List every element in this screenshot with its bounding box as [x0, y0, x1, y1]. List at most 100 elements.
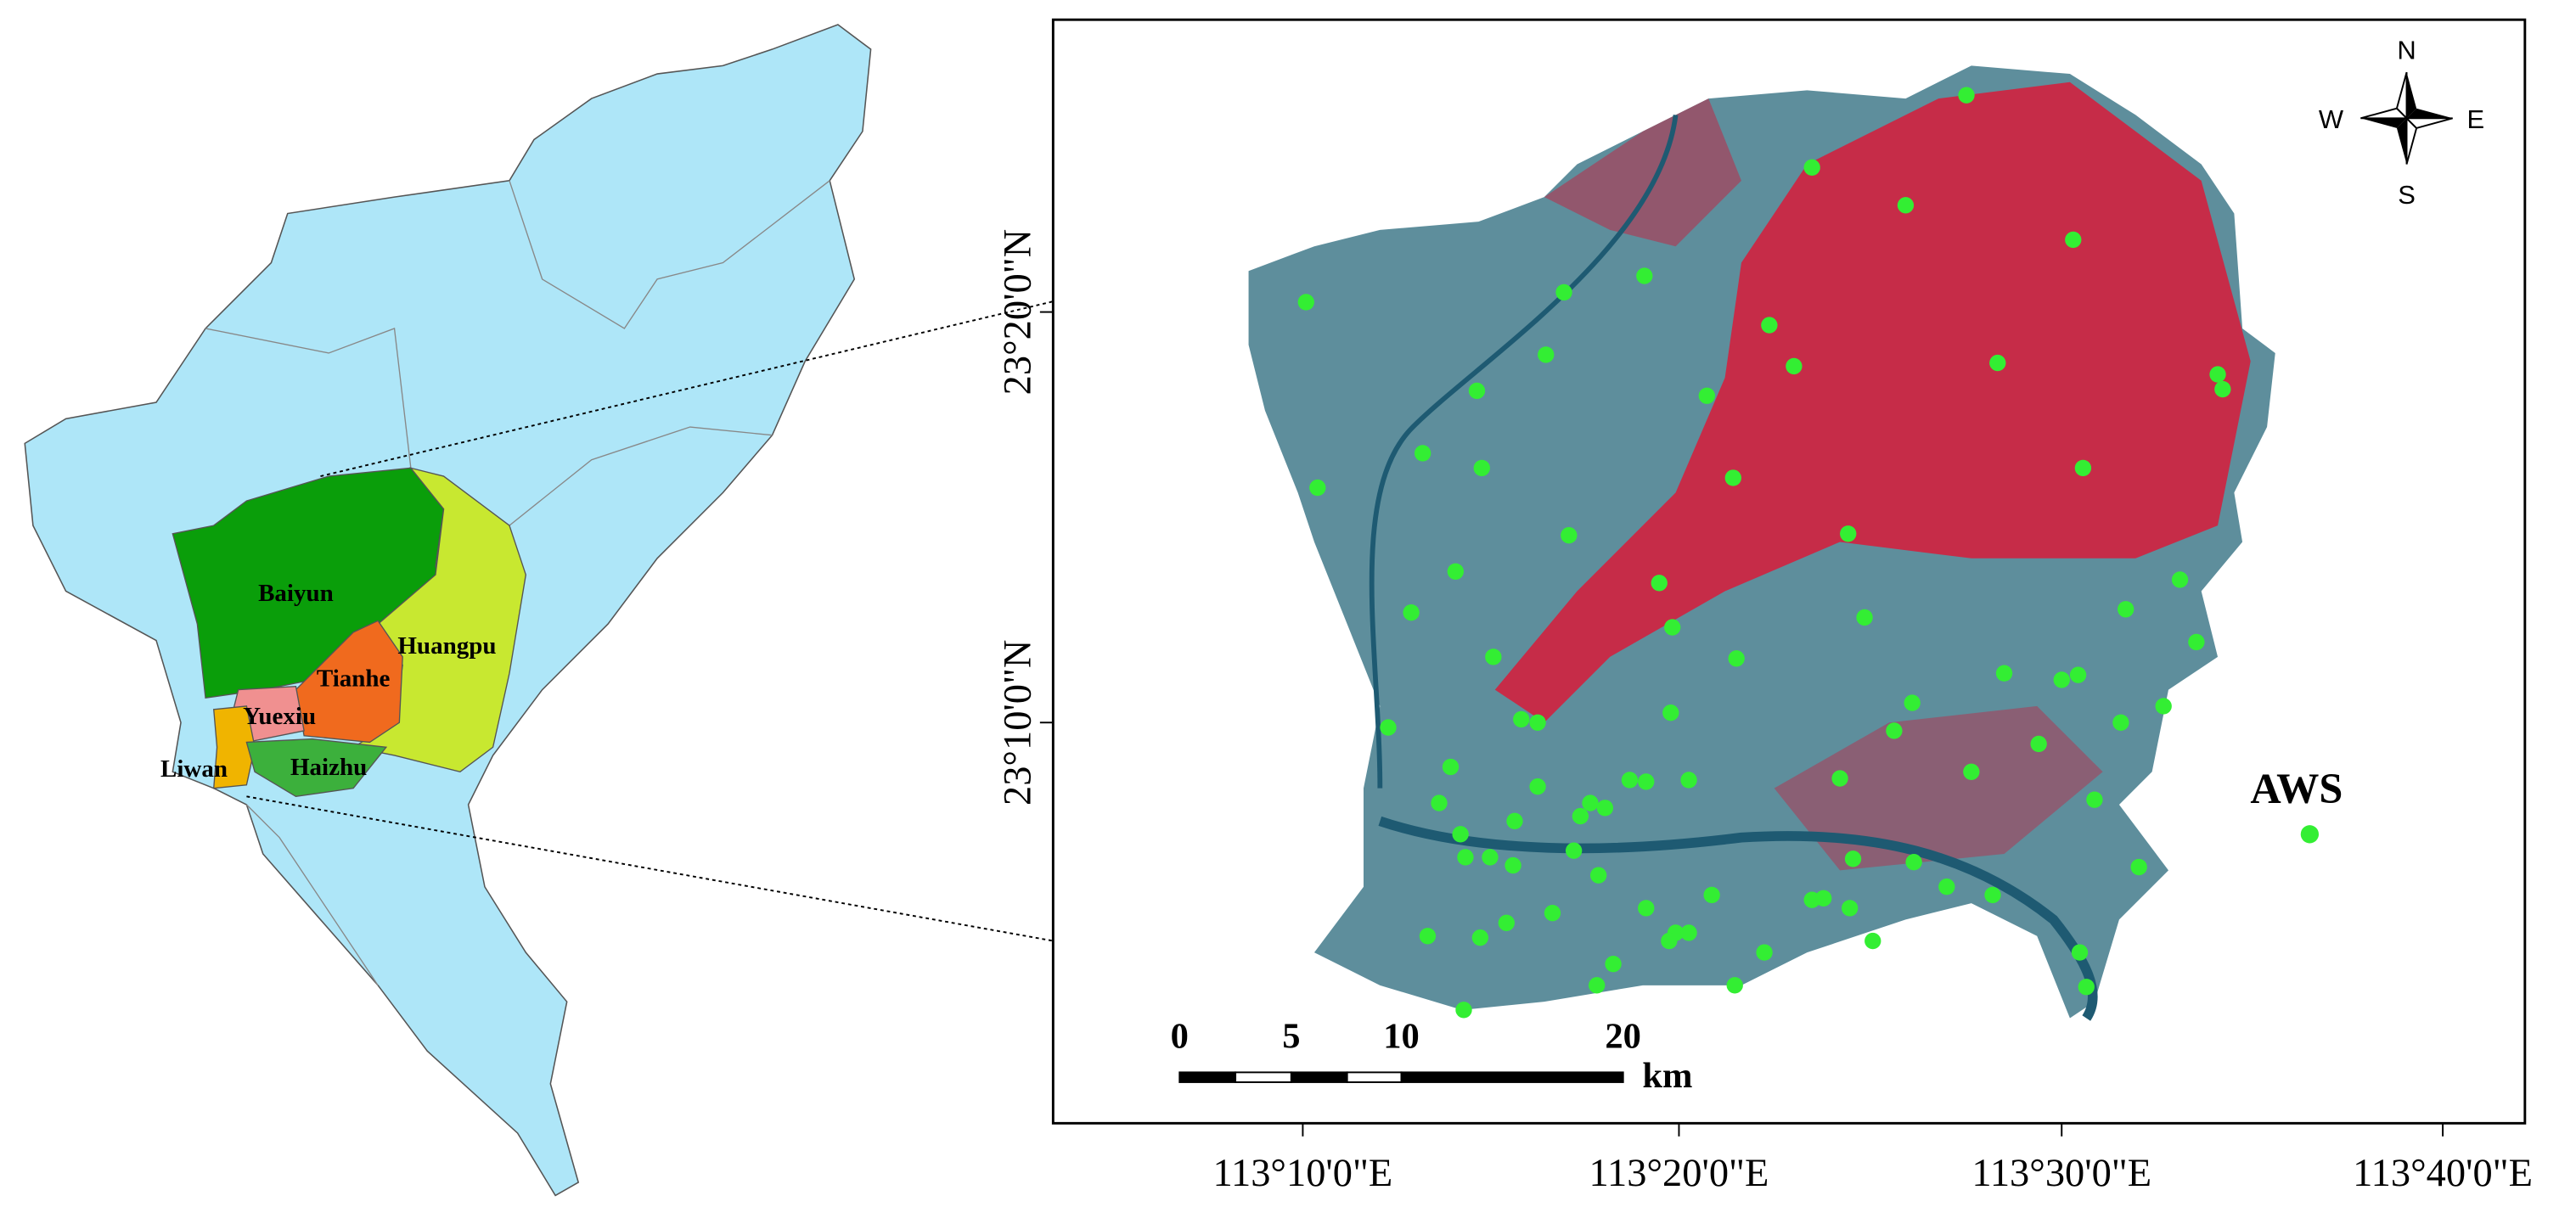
lon-label: 113°20'0"E: [1589, 1152, 1769, 1195]
scale-label: 5: [1282, 1016, 1300, 1056]
station-dot: [1865, 932, 1881, 950]
district-huangpu: [352, 467, 526, 773]
station-dot: [1680, 924, 1697, 941]
station-dot: [1452, 826, 1469, 843]
scale-label: 20: [1605, 1016, 1641, 1056]
station-dot: [1984, 886, 2001, 904]
compass-label: W: [2319, 104, 2344, 134]
station-dot: [1605, 955, 1622, 973]
station-dot: [1995, 665, 2013, 682]
station-dot: [1756, 944, 1773, 961]
lon-label: 113°10'0"E: [1213, 1152, 1393, 1195]
station-dot: [2130, 858, 2147, 876]
station-dot: [1529, 714, 1546, 731]
station-dot: [1703, 886, 1720, 904]
station-dot: [1841, 900, 1859, 917]
station-dot: [1565, 842, 1583, 859]
station-dot: [1442, 758, 1460, 776]
station-dot: [1297, 294, 1314, 311]
station-dot: [1505, 856, 1521, 874]
district-label: Yuexiu: [243, 703, 316, 730]
district-border: [245, 804, 379, 986]
station-dot: [1561, 527, 1578, 544]
station-dot: [1506, 812, 1523, 830]
station-dot: [1938, 879, 1955, 895]
station-dot: [2065, 231, 2082, 249]
station-dot: [2155, 698, 2172, 715]
lon-label: 113°30'0"E: [1971, 1152, 2151, 1195]
forest-area: [1494, 81, 2251, 723]
station-dot: [2112, 714, 2129, 731]
station-dot: [2074, 459, 2092, 477]
station-dot: [1651, 575, 1668, 592]
station-dot: [1815, 890, 1832, 907]
station-dot: [2086, 791, 2103, 808]
station-dot: [1555, 284, 1572, 301]
station-dot: [1728, 650, 1745, 667]
station-dot: [2053, 671, 2070, 688]
station-dot: [2188, 633, 2205, 651]
station-dot: [1485, 648, 1502, 665]
station-dot: [1661, 932, 1678, 950]
station-dot: [1403, 604, 1420, 621]
station-dot: [1724, 469, 1741, 486]
lon-label: 113°40'0"E: [2353, 1152, 2533, 1195]
station-dot: [1698, 387, 1716, 404]
station-dot: [1589, 977, 1606, 994]
district-label: Huangpu: [397, 632, 496, 660]
station-dot: [1803, 159, 1820, 177]
district-border: [205, 328, 412, 469]
station-dot: [1455, 1002, 1472, 1019]
forest-area: [1544, 98, 1741, 247]
scale-label: 0: [1171, 1016, 1189, 1056]
aws-station: [2300, 825, 2320, 844]
river: [1369, 115, 1679, 789]
station-dot: [2118, 601, 2134, 618]
station-label: AWS: [2250, 765, 2343, 812]
district-liwan: [212, 705, 256, 789]
compass-label: S: [2398, 180, 2416, 210]
lat-label: 23°10'0"N: [996, 640, 1039, 806]
station-dot: [2214, 380, 2231, 398]
lat-label: 23°20'0"N: [996, 229, 1039, 395]
station-dot: [1844, 851, 1862, 867]
station-dot: [1468, 382, 1486, 400]
station-dot: [1482, 849, 1499, 866]
district-label: Tianhe: [317, 665, 391, 693]
station-dot: [1958, 87, 1975, 104]
station-dot: [1572, 807, 1589, 825]
station-dot: [1831, 770, 1848, 787]
district-labels: Baiyun Huangpu Tianhe Yuexiu Liwan Haizh…: [160, 580, 497, 783]
station-dot: [1897, 197, 1915, 214]
station-dot: [1989, 354, 2006, 372]
scale-bar: 0 5 10 20 km: [1171, 1016, 1693, 1095]
station-dot: [2071, 944, 2089, 961]
stations: [1297, 87, 2231, 1019]
station-dot: [1963, 763, 1980, 780]
district-label: Baiyun: [258, 580, 334, 607]
station-dot: [1457, 849, 1474, 866]
station-dot: [2030, 735, 2047, 753]
graticule: 23°20'0"N 23°10'0"N 113°10'0"E 113°20'0"…: [996, 229, 2533, 1195]
station-dot: [1904, 694, 1921, 711]
station-dot: [1380, 719, 1397, 736]
district-border: [509, 426, 773, 526]
station-dot: [1414, 445, 1431, 462]
station-dot: [1447, 563, 1465, 580]
station-dot: [1761, 317, 1778, 334]
district-haizhu: [245, 738, 388, 798]
station-dot: [1638, 773, 1655, 790]
station-dot: [1419, 928, 1437, 945]
station-dot: [1664, 619, 1681, 636]
station-dot: [1582, 794, 1599, 811]
station-dot: [1309, 479, 1326, 497]
station-dot: [1544, 905, 1561, 922]
station-dot: [1905, 854, 1922, 871]
station-dot: [1621, 772, 1639, 789]
station-dot: [1513, 710, 1530, 728]
station-dot: [2069, 666, 2087, 683]
station-dot: [1529, 778, 1546, 795]
station-dot: [1471, 929, 1489, 946]
compass-label: N: [2397, 36, 2416, 65]
